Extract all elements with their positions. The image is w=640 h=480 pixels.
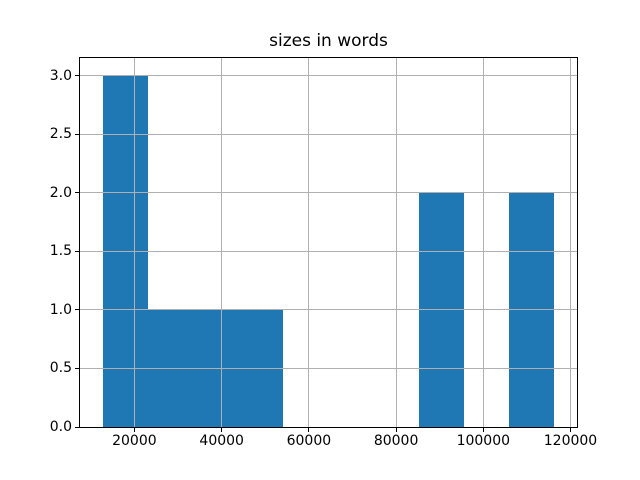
- grid-line-horizontal: [80, 309, 577, 311]
- x-tick-label: 80000: [373, 433, 419, 449]
- x-tick-label: 120000: [543, 433, 598, 449]
- x-tick-mark: [395, 428, 397, 432]
- x-tick-mark: [221, 428, 223, 432]
- y-tick-mark: [75, 426, 79, 428]
- chart-title: sizes in words: [269, 31, 388, 51]
- y-tick-mark: [75, 192, 79, 194]
- y-tick-label: 1.0: [49, 301, 72, 318]
- grid-line-vertical: [308, 58, 310, 427]
- y-tick-mark: [75, 250, 79, 252]
- grid-line-horizontal: [80, 133, 577, 135]
- grid-line-vertical: [395, 58, 397, 427]
- grid-line-horizontal: [80, 75, 577, 77]
- y-tick-label: 0.5: [49, 360, 72, 377]
- y-tick-label: 1.5: [49, 243, 72, 260]
- grid-line-horizontal: [80, 192, 577, 194]
- grid-line-horizontal: [80, 367, 577, 369]
- x-tick-label: 60000: [286, 433, 332, 449]
- x-tick-mark: [570, 428, 571, 432]
- grid-line-vertical: [133, 58, 135, 427]
- x-tick-label: 100000: [456, 433, 511, 449]
- grid-line-vertical: [482, 58, 484, 427]
- y-tick-label: 2.5: [49, 126, 72, 143]
- y-tick-label: 2.0: [49, 184, 72, 201]
- x-tick-label: 40000: [199, 433, 244, 449]
- y-tick-mark: [75, 133, 79, 135]
- y-tick-mark: [75, 367, 79, 369]
- y-tick-label: 0.0: [49, 419, 72, 435]
- plot-area: [79, 57, 578, 428]
- x-tick-mark: [133, 428, 135, 432]
- x-tick-mark: [482, 428, 484, 432]
- x-tick-mark: [308, 428, 310, 432]
- y-tick-mark: [75, 75, 79, 77]
- grid-line-vertical: [221, 58, 223, 427]
- grid-line-vertical: [570, 58, 571, 427]
- y-tick-label: 3.0: [49, 67, 72, 84]
- grid-line-horizontal: [80, 250, 577, 252]
- x-tick-label: 20000: [112, 433, 157, 449]
- y-tick-mark: [75, 309, 79, 311]
